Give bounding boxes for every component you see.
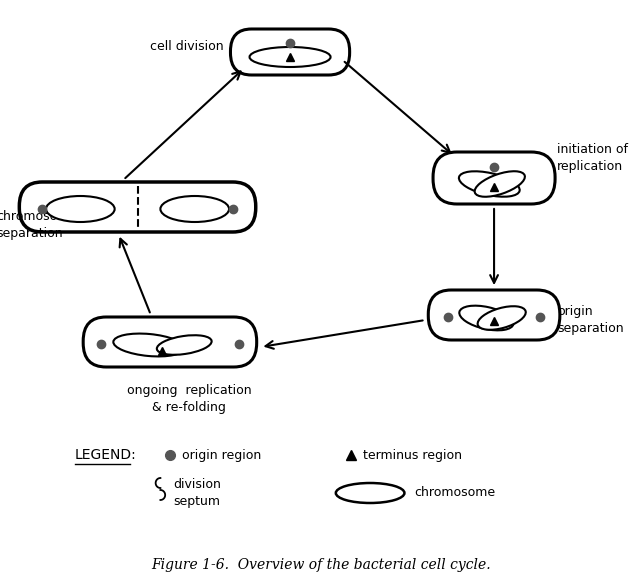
Ellipse shape	[336, 483, 404, 503]
Ellipse shape	[113, 333, 185, 356]
Ellipse shape	[160, 196, 229, 222]
Text: Figure 1-6.  Overview of the bacterial cell cycle.: Figure 1-6. Overview of the bacterial ce…	[151, 558, 490, 572]
Text: initiation of
replication: initiation of replication	[557, 143, 628, 173]
Ellipse shape	[478, 306, 526, 330]
Ellipse shape	[157, 335, 212, 355]
FancyBboxPatch shape	[83, 317, 256, 367]
Text: division
septum: division septum	[173, 478, 221, 508]
FancyBboxPatch shape	[428, 290, 560, 340]
Ellipse shape	[475, 171, 525, 197]
Text: ongoing  replication
& re-folding: ongoing replication & re-folding	[127, 384, 251, 414]
Text: LEGEND:: LEGEND:	[74, 448, 137, 462]
FancyBboxPatch shape	[19, 182, 256, 232]
Text: cell division: cell division	[150, 40, 224, 53]
Text: origin region: origin region	[182, 448, 262, 462]
Text: terminus region: terminus region	[363, 448, 462, 462]
Text: origin
separation: origin separation	[557, 305, 624, 335]
Text: chromosome: chromosome	[414, 486, 495, 499]
Text: chromosome
separation: chromosome separation	[0, 210, 78, 240]
FancyBboxPatch shape	[433, 152, 555, 204]
FancyBboxPatch shape	[231, 29, 349, 75]
Ellipse shape	[249, 47, 331, 67]
Ellipse shape	[46, 196, 115, 222]
Ellipse shape	[459, 171, 520, 197]
Ellipse shape	[460, 306, 513, 331]
